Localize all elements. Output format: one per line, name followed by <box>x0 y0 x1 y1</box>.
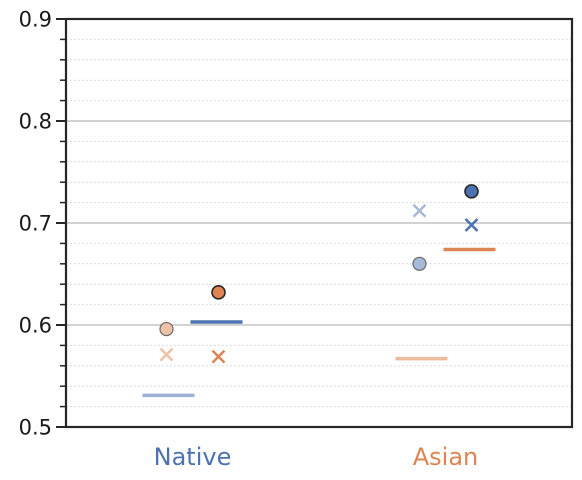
circle-mark <box>211 285 226 300</box>
y-tick-label: 0.5 <box>19 416 52 440</box>
grid-lines <box>66 38 572 408</box>
x-axis: Native Asian <box>154 443 479 471</box>
x-mark <box>211 349 226 364</box>
y-tick-label: 0.8 <box>19 110 52 134</box>
x-mark <box>464 218 479 232</box>
y-tick-label: 0.9 <box>19 8 52 32</box>
circle-mark <box>159 321 174 337</box>
x-mark <box>412 203 427 218</box>
x-mark <box>159 347 174 362</box>
y-tick-label: 0.6 <box>19 314 52 338</box>
data-marks <box>142 184 496 398</box>
y-axis: 0.5 0.6 0.7 0.8 0.9 <box>19 8 66 440</box>
x-category-label: Native <box>154 443 232 471</box>
circle-mark <box>412 256 427 271</box>
circle-mark <box>464 184 479 199</box>
x-category-label: Asian <box>413 443 479 471</box>
y-tick-label: 0.7 <box>19 212 52 236</box>
